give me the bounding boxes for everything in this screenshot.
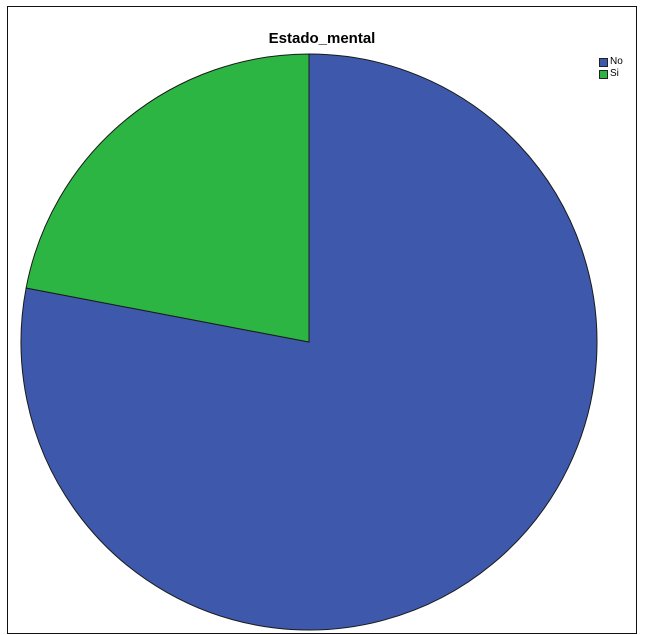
legend-swatch-no xyxy=(599,57,608,67)
pie-slice-si xyxy=(25,53,310,343)
legend-label-si: Si xyxy=(610,68,619,79)
legend-item-no: No xyxy=(599,56,623,68)
legend-item-si: Si xyxy=(599,68,623,80)
legend: No Si xyxy=(599,56,623,80)
pie-slices xyxy=(20,53,598,631)
chart-frame: Estado_mental No Si xyxy=(7,6,637,634)
legend-label-no: No xyxy=(610,56,623,67)
pie-chart xyxy=(20,53,598,631)
legend-swatch-si xyxy=(599,69,608,79)
chart-title: Estado_mental xyxy=(268,30,376,47)
